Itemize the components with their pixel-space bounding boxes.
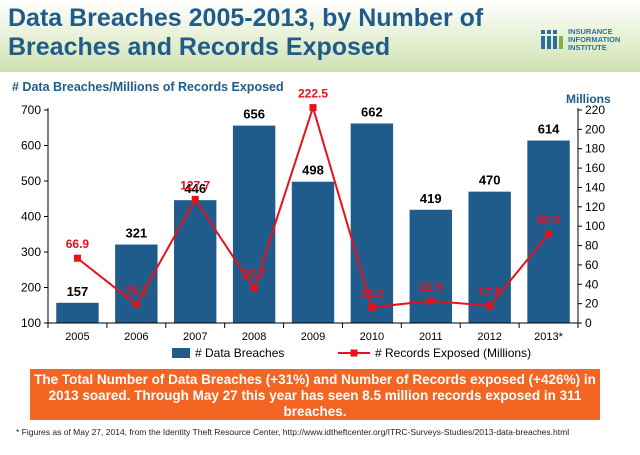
line-data-label: 127.7 xyxy=(180,178,210,192)
right-tick-label: 60 xyxy=(585,258,599,272)
chart-title: # Data Breaches/Millions of Records Expo… xyxy=(12,80,284,94)
left-tick-label: 500 xyxy=(21,174,41,188)
right-tick-label: 220 xyxy=(585,103,605,117)
bar xyxy=(232,125,276,324)
line-data-label: 16.2 xyxy=(360,286,384,300)
x-tick-label: 2007 xyxy=(183,331,207,343)
right-tick-label: 0 xyxy=(585,316,592,330)
right-tick-label: 160 xyxy=(585,161,605,175)
x-tick-label: 2005 xyxy=(65,331,89,343)
records-marker xyxy=(309,104,317,112)
logo-text: INSURANCE INFORMATION INSTITUTE xyxy=(568,28,620,52)
line-data-label: 66.9 xyxy=(66,237,90,251)
left-tick-label: 300 xyxy=(21,245,41,259)
right-tick-label: 120 xyxy=(585,200,605,214)
legend-line-label: # Records Exposed (Millions) xyxy=(375,346,531,360)
line-data-label: 222.5 xyxy=(298,87,328,101)
line-data-label: 22.9 xyxy=(419,280,443,294)
bar-data-label: 656 xyxy=(243,107,265,122)
bar xyxy=(468,191,511,323)
records-marker xyxy=(132,301,140,309)
x-tick-label: 2008 xyxy=(242,331,266,343)
bar xyxy=(115,244,158,323)
line-data-label: 35.7 xyxy=(242,267,266,281)
legend-line-marker xyxy=(350,349,358,357)
bar-data-label: 498 xyxy=(302,163,324,178)
legend-bar-swatch xyxy=(172,348,190,358)
logo-line: INSTITUTE xyxy=(568,43,607,52)
bar-data-label: 321 xyxy=(125,226,147,241)
bar-data-label: 419 xyxy=(420,191,442,206)
right-tick-label: 40 xyxy=(585,277,599,291)
x-tick-label: 2011 xyxy=(419,331,443,343)
records-marker xyxy=(427,297,435,305)
records-marker xyxy=(486,302,494,310)
bar-data-label: 662 xyxy=(361,104,383,119)
bar-data-label: 446 xyxy=(184,181,206,196)
bar-data-label: 157 xyxy=(67,284,89,299)
records-marker xyxy=(191,195,199,203)
right-tick-label: 180 xyxy=(585,142,605,156)
right-tick-label: 100 xyxy=(585,219,605,233)
page-title: Data Breaches 2005-2013, by Number of Br… xyxy=(8,4,484,61)
x-tick-label: 2010 xyxy=(360,331,384,343)
combo-chart: 100 200 300 400 500 600 700 0 20 40 60 80 100 120 140 1… xyxy=(21,87,605,360)
footnote: * Figures as of May 27, 2014, from the I… xyxy=(16,427,570,437)
left-tick-label: 200 xyxy=(21,281,41,295)
x-tick-label: 2006 xyxy=(124,331,148,343)
iii-logo: INSURANCE INFORMATION INSTITUTE xyxy=(540,26,640,52)
bar-data-label: 470 xyxy=(479,173,501,188)
callout-box: The Total Number of Data Breaches (+31%)… xyxy=(30,369,600,420)
right-tick-label: 20 xyxy=(585,297,599,311)
right-axis-label: Millions xyxy=(566,92,611,106)
logo-line: INSURANCE xyxy=(568,27,613,36)
right-tick-label: 80 xyxy=(585,239,599,253)
header-banner: Data Breaches 2005-2013, by Number of Br… xyxy=(0,0,640,72)
left-tick-label: 100 xyxy=(21,316,41,330)
x-tick-label: 2012 xyxy=(477,331,501,343)
line-data-label: 19.1 xyxy=(125,284,149,298)
logo-line: INFORMATION xyxy=(568,35,621,44)
left-tick-label: 700 xyxy=(21,103,41,117)
bar-data-label: 614 xyxy=(538,122,560,137)
records-marker xyxy=(73,254,81,262)
bar xyxy=(409,209,452,323)
bar xyxy=(56,302,99,323)
line-data-label: 17.8 xyxy=(478,285,502,299)
left-tick-label: 400 xyxy=(21,210,41,224)
x-tick-label: 2013* xyxy=(534,331,563,343)
records-marker xyxy=(545,230,553,238)
left-tick-label: 600 xyxy=(21,139,41,153)
line-data-label: 92.0 xyxy=(537,213,561,227)
bar xyxy=(291,181,335,323)
iii-logo-icon xyxy=(541,30,563,49)
right-tick-label: 200 xyxy=(585,122,605,136)
bar xyxy=(350,123,394,324)
records-marker xyxy=(250,284,258,292)
bar xyxy=(174,200,217,323)
legend-bar-label: # Data Breaches xyxy=(195,346,284,360)
x-tick-label: 2009 xyxy=(301,331,325,343)
records-marker xyxy=(368,303,376,311)
right-tick-label: 140 xyxy=(585,180,605,194)
